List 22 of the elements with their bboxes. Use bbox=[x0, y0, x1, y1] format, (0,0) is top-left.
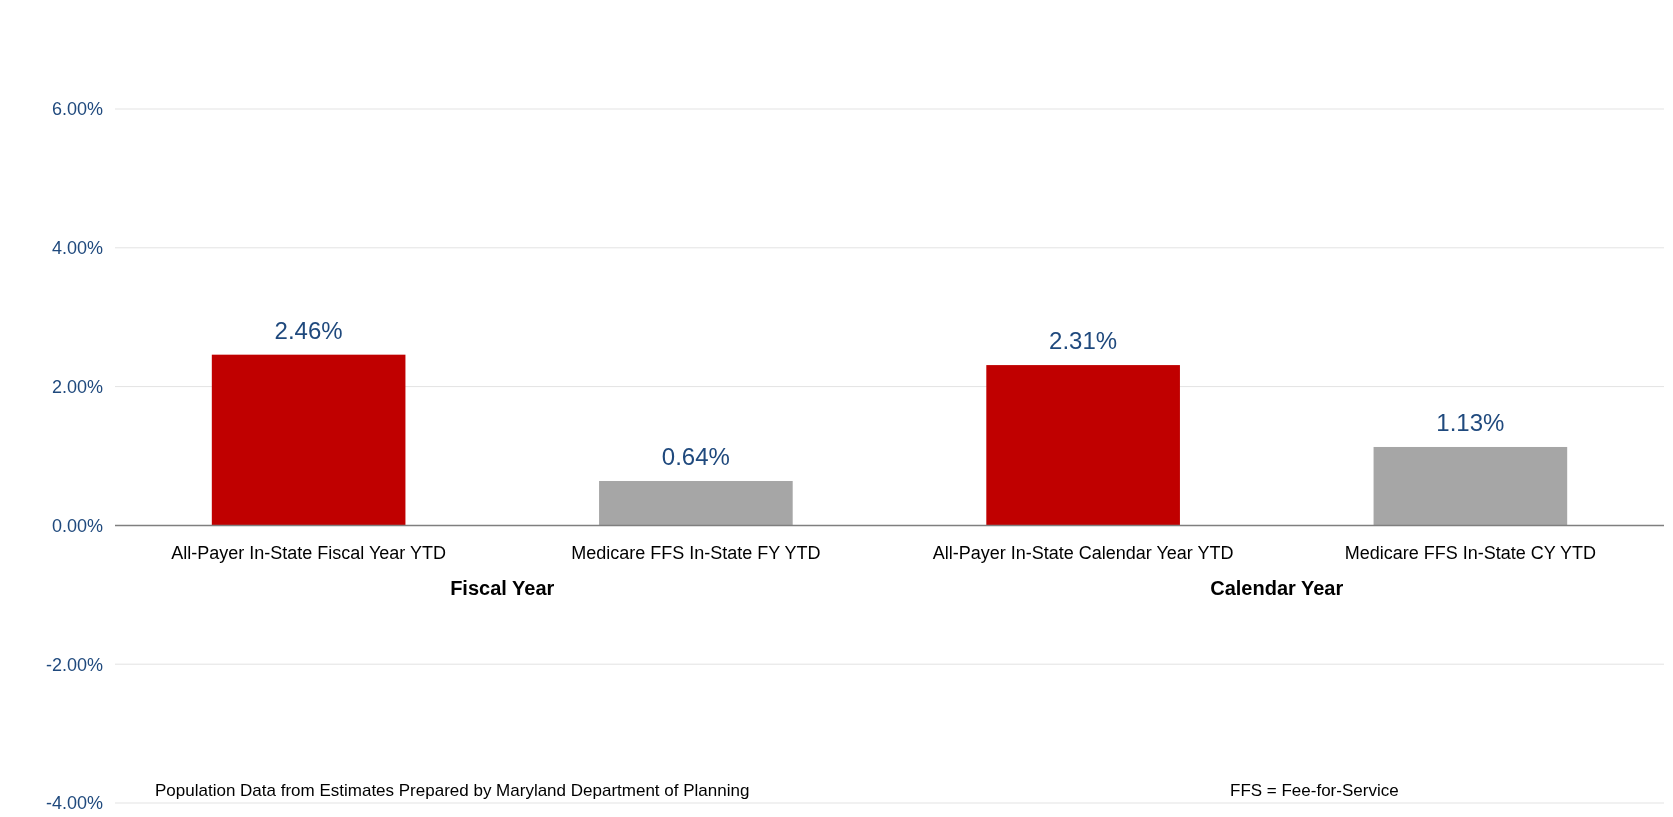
data-label: 1.13% bbox=[1436, 408, 1505, 436]
annotation: FFS = Fee-for-Service bbox=[1230, 781, 1399, 800]
y-tick-label: -2.00% bbox=[45, 654, 103, 675]
y-tick-label: 0.00% bbox=[51, 515, 103, 536]
bar bbox=[1373, 446, 1568, 526]
y-tick-label: 4.00% bbox=[51, 238, 103, 259]
y-tick-label: 6.00% bbox=[51, 99, 103, 120]
annotation: Population Data from Estimates Prepared by Maryland Department of Planning bbox=[155, 781, 750, 800]
bar bbox=[211, 354, 406, 526]
x-tick-label: Medicare FFS In-State CY YTD bbox=[1344, 543, 1597, 564]
bar bbox=[599, 480, 793, 526]
y-tick-label: -4.00% bbox=[45, 793, 103, 814]
data-label: 2.31% bbox=[1049, 327, 1118, 355]
annotation: Fiscal Year bbox=[450, 577, 555, 600]
x-tick-label: All-Payer In-State Calendar Year YTD bbox=[932, 543, 1234, 564]
x-tick-label: Medicare FFS In-State FY YTD bbox=[571, 543, 821, 564]
bar bbox=[986, 365, 1180, 526]
x-tick-label: All-Payer In-State Fiscal Year YTD bbox=[171, 543, 447, 564]
annotation: Calendar Year bbox=[1210, 577, 1344, 600]
y-tick-label: 2.00% bbox=[51, 376, 103, 397]
data-label: 2.46% bbox=[274, 316, 343, 344]
data-label: 0.64% bbox=[661, 442, 730, 470]
